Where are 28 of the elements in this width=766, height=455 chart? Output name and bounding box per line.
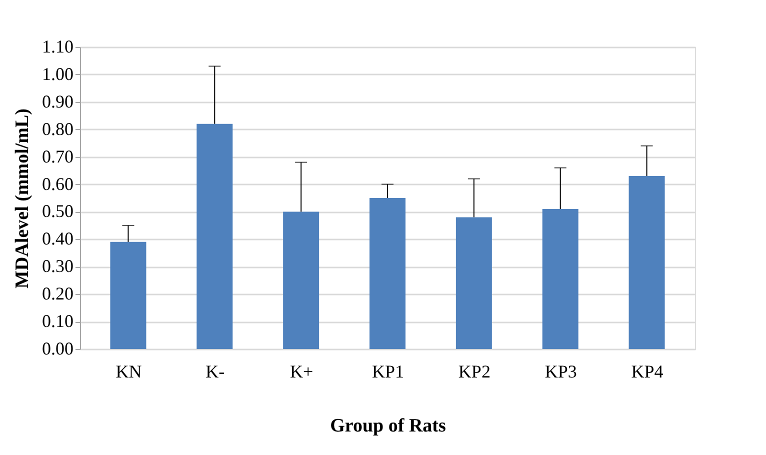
y-tick-label: 1.10 — [42, 36, 74, 56]
y-tick-label: 0.20 — [42, 284, 74, 304]
x-tick-label: KN — [116, 362, 142, 382]
bar — [196, 124, 233, 349]
x-tick-label: KP3 — [544, 362, 577, 382]
y-tick-label: 0.40 — [42, 228, 74, 249]
bar — [542, 208, 578, 349]
y-tick-label: 0.90 — [42, 91, 74, 112]
y-tick-label: 0.80 — [42, 118, 74, 139]
y-tick-label: 0.00 — [42, 338, 74, 358]
y-tick-label: 0.70 — [42, 146, 74, 166]
x-tick-label: K+ — [290, 362, 314, 382]
bar — [628, 176, 665, 349]
x-tick-label: KP4 — [631, 362, 664, 382]
y-tick-label: 1.00 — [42, 64, 74, 84]
y-tick-label: 0.10 — [42, 311, 74, 332]
y-axis-title: MDAlevel (mmol/mL) — [12, 108, 33, 288]
x-axis-title: Group of Rats — [330, 416, 446, 436]
x-tick-label: K- — [206, 362, 225, 382]
bar — [283, 212, 320, 349]
x-tick-label: KP1 — [372, 362, 404, 382]
bar — [370, 198, 406, 349]
y-tick-label: 0.60 — [42, 174, 74, 194]
x-tick-label: KP2 — [458, 362, 490, 382]
y-tick-label: 0.50 — [42, 201, 74, 222]
y-tick-label: 0.30 — [42, 256, 74, 276]
bar — [456, 217, 492, 349]
bar — [110, 242, 146, 349]
